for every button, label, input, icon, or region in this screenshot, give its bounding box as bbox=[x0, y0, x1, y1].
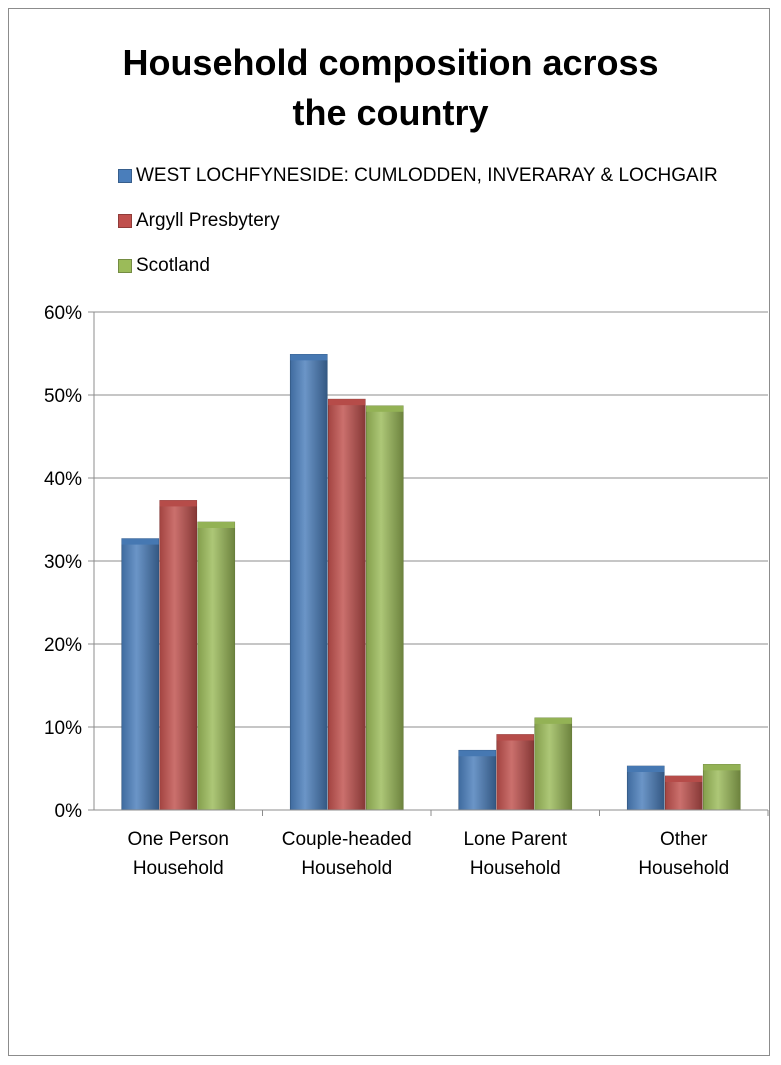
bar-top-bevel bbox=[703, 764, 741, 771]
x-category-label: Household bbox=[638, 858, 729, 879]
bar-1-category-3 bbox=[458, 749, 497, 811]
legend-label-west-lochfyneside: WEST LOCHFYNESIDE: CUMLODDEN, INVERARAY … bbox=[136, 165, 718, 186]
bar-top-bevel bbox=[627, 766, 665, 773]
legend-swatch-scotland bbox=[118, 259, 132, 273]
bar-3-category-4 bbox=[702, 764, 741, 811]
bar-3-category-2 bbox=[365, 405, 404, 811]
bar-top-bevel bbox=[159, 500, 197, 507]
y-tick-label: 50% bbox=[44, 386, 82, 407]
x-category-label: Household bbox=[470, 858, 561, 879]
legend-item-argyll-presbytery: Argyll Presbytery bbox=[118, 209, 280, 233]
x-category-label: Household bbox=[301, 858, 392, 879]
chart-title: Household composition across the country bbox=[0, 38, 781, 138]
bar-2-category-2 bbox=[327, 398, 366, 811]
bar-1-category-2 bbox=[289, 354, 328, 811]
x-category-label: One Person bbox=[128, 829, 229, 850]
bar-top-bevel bbox=[121, 538, 159, 545]
bar-top-bevel bbox=[534, 717, 572, 724]
bar-2-category-3 bbox=[496, 734, 535, 811]
bar-top-bevel bbox=[496, 734, 534, 741]
bar-3-category-3 bbox=[534, 717, 573, 811]
bar-top-bevel bbox=[328, 399, 366, 406]
bar-top-bevel bbox=[665, 775, 703, 782]
y-tick-label: 30% bbox=[44, 552, 82, 573]
y-tick-label: 40% bbox=[44, 469, 82, 490]
y-tick-label: 0% bbox=[55, 801, 83, 822]
bar-top-bevel bbox=[197, 521, 235, 528]
x-category-label: Other bbox=[660, 829, 708, 850]
x-category-label: Couple-headed bbox=[282, 829, 412, 850]
x-category-label: Household bbox=[133, 858, 224, 879]
bar-1-category-1 bbox=[121, 538, 160, 811]
axes: 0% 10% 20% 30% 40% 50% 60% One Person Household C… bbox=[44, 303, 769, 879]
bar-top-bevel bbox=[458, 750, 496, 757]
chart-title-line-1: Household composition across bbox=[122, 42, 659, 83]
bar-top-bevel bbox=[290, 354, 328, 361]
bar-1-category-4 bbox=[626, 765, 665, 811]
chart-title-line-2: the country bbox=[292, 92, 489, 133]
bar-top-bevel bbox=[366, 405, 404, 412]
y-tick-label: 60% bbox=[44, 303, 82, 324]
y-tick-label: 10% bbox=[44, 718, 82, 739]
legend-swatch-argyll-presbytery bbox=[118, 214, 132, 228]
legend-label-argyll-presbytery: Argyll Presbytery bbox=[136, 210, 280, 231]
legend-swatch-west-lochfyneside bbox=[118, 169, 132, 183]
y-tick-label: 20% bbox=[44, 635, 82, 656]
bars bbox=[121, 354, 741, 811]
bar-3-category-1 bbox=[197, 521, 236, 811]
bar-2-category-1 bbox=[159, 500, 198, 811]
legend-item-west-lochfyneside: WEST LOCHFYNESIDE: CUMLODDEN, INVERARAY … bbox=[118, 164, 718, 188]
legend-label-scotland: Scotland bbox=[136, 255, 210, 276]
legend-item-scotland: Scotland bbox=[118, 254, 210, 278]
x-category-label: Lone Parent bbox=[463, 829, 567, 850]
